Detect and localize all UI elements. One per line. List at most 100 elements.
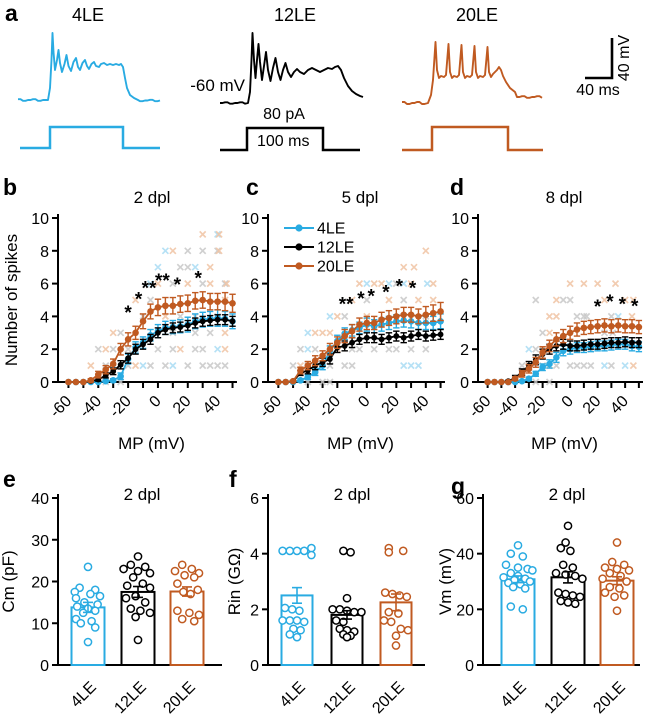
scatter-point	[619, 560, 629, 570]
x-mark	[311, 345, 319, 353]
data-point	[594, 322, 601, 330]
data-point	[282, 378, 290, 386]
data-point	[437, 331, 444, 338]
data-point	[162, 326, 169, 333]
data-point	[437, 318, 444, 325]
data-point	[386, 334, 392, 341]
y-tick-label: 6	[250, 277, 259, 294]
x-mark	[573, 361, 581, 370]
significance-star: *	[174, 275, 182, 296]
data-point	[553, 336, 560, 343]
category-label: 12LE	[541, 679, 579, 714]
data-point	[334, 339, 341, 346]
x-mark	[102, 345, 110, 353]
x-mark	[348, 296, 356, 304]
x-mark	[539, 329, 547, 337]
x-mark	[377, 279, 386, 288]
data-point	[484, 378, 491, 386]
x-axis-title: MP (mV)	[118, 434, 185, 453]
data-point	[601, 322, 608, 329]
x-mark	[215, 247, 223, 255]
data-point	[574, 343, 580, 349]
scatter-point	[83, 562, 93, 572]
x-mark	[109, 345, 117, 353]
x-mark	[214, 361, 222, 370]
legend: 4LE 12LE 20LE	[284, 221, 354, 276]
significance-star: *	[382, 282, 390, 303]
data-point	[275, 378, 282, 386]
x-mark	[206, 329, 214, 337]
x-tick-label: 40	[200, 393, 225, 418]
data-point	[102, 377, 110, 385]
x-tick-label: -40	[77, 393, 105, 421]
data-point	[628, 322, 636, 330]
data-point	[117, 361, 124, 368]
scatter-point	[605, 568, 615, 578]
x-mark	[392, 279, 400, 288]
x-mark	[131, 361, 140, 370]
x-mark	[184, 247, 192, 255]
data-point	[117, 372, 124, 380]
legend-marker	[295, 262, 303, 270]
data-point	[356, 336, 363, 343]
data-point	[601, 340, 608, 347]
x-mark	[370, 345, 378, 353]
scatter-point	[610, 592, 619, 602]
data-point	[311, 357, 319, 364]
scatter-point	[619, 591, 629, 600]
scatter-point	[193, 585, 203, 595]
panel-letter-f: f	[229, 466, 237, 492]
data-point	[191, 297, 199, 305]
data-point	[192, 320, 199, 326]
scatter-point	[563, 598, 573, 607]
x-mark	[94, 345, 102, 353]
series-12LE	[275, 328, 444, 385]
panel-title: 2 dpl	[124, 485, 161, 504]
scale-bar-mv-label: 40 mV	[616, 35, 633, 82]
x-mark	[573, 312, 581, 321]
x-mark	[206, 361, 214, 370]
x-mark	[117, 329, 125, 337]
data-point	[511, 375, 519, 383]
data-point	[594, 341, 601, 348]
trace-label-4LE: 4LE	[72, 5, 104, 25]
x-mark	[146, 296, 155, 304]
data-point	[139, 318, 147, 325]
scatter-point	[180, 570, 189, 580]
scatter-point	[575, 592, 585, 602]
x-mark	[176, 312, 184, 321]
significance-star: **	[142, 278, 157, 299]
y-tick-label: 6	[460, 277, 469, 294]
data-point	[102, 366, 110, 374]
data-point	[184, 322, 191, 329]
y-tick-label: 0	[40, 658, 49, 675]
x-tick-label: -60	[466, 393, 494, 421]
pulse-duration-label: 100 ms	[257, 133, 309, 150]
x-mark	[296, 345, 305, 353]
baseline-voltage-label: -60 mV	[190, 76, 245, 95]
y-tick-label: 20	[31, 575, 49, 592]
y-tick-label: 10	[31, 211, 49, 228]
data-point	[422, 311, 430, 319]
significance-star: *	[396, 277, 404, 298]
significance-star: *	[631, 296, 639, 317]
significance-star: *	[357, 289, 365, 310]
x-mark	[607, 361, 615, 370]
scatter-point	[307, 543, 316, 553]
scatter-point	[554, 588, 563, 597]
scatter-point	[561, 538, 570, 547]
scatter-point	[83, 637, 93, 647]
data-point	[437, 308, 444, 315]
x-mark	[326, 312, 334, 321]
scatter-point	[612, 606, 622, 616]
x-mark	[414, 296, 423, 304]
y-tick-label: 8	[40, 244, 49, 261]
scatter-point	[339, 617, 348, 627]
x-mark	[199, 230, 207, 239]
scatter-point	[607, 557, 617, 567]
scatter-point	[501, 560, 511, 570]
scatter-point	[287, 604, 297, 614]
y-tick-label: 8	[460, 244, 469, 261]
data-point	[518, 370, 526, 378]
category-label: 20LE	[590, 679, 628, 714]
